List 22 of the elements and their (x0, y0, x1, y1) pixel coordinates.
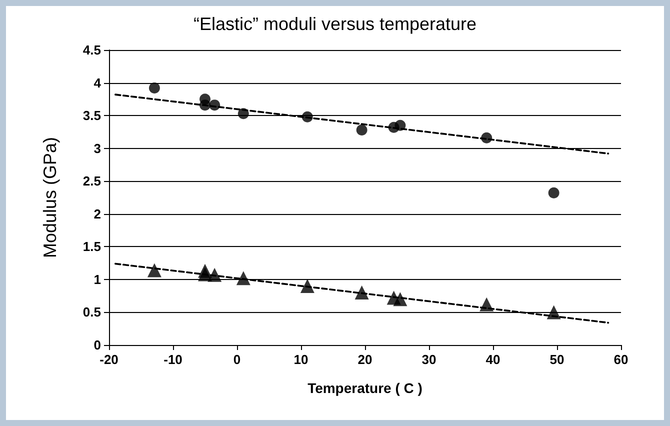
y-tick-label: 2 (94, 206, 101, 222)
x-tick-label: 50 (550, 352, 564, 367)
y-tick-label: 4.5 (82, 42, 101, 58)
x-axis-title: Temperature ( C ) (308, 380, 422, 396)
y-tick-label: 2.5 (82, 174, 101, 189)
x-tick-label: 30 (422, 352, 436, 367)
y-tick-label: 0.5 (82, 304, 101, 320)
y-tick-label: 1 (94, 272, 101, 287)
x-tick-label: -10 (164, 352, 182, 367)
x-tick-label: 60 (614, 352, 628, 367)
chart-title: “Elastic” moduli versus temperature (193, 14, 477, 34)
x-tick-label: 20 (358, 352, 372, 367)
y-tick-label: 3.5 (82, 108, 101, 124)
y-tick-label: 0 (94, 338, 101, 352)
x-tick-label: -20 (100, 352, 118, 367)
x-tick-label: 10 (294, 352, 308, 367)
x-tick-label: 0 (233, 352, 241, 367)
y-tick-label: 1.5 (82, 239, 101, 254)
y-axis-title: Modulus (GPa) (40, 136, 60, 258)
x-tick-label: 40 (486, 352, 500, 367)
y-tick-label: 3 (94, 140, 101, 156)
y-tick-label: 4 (94, 75, 102, 90)
